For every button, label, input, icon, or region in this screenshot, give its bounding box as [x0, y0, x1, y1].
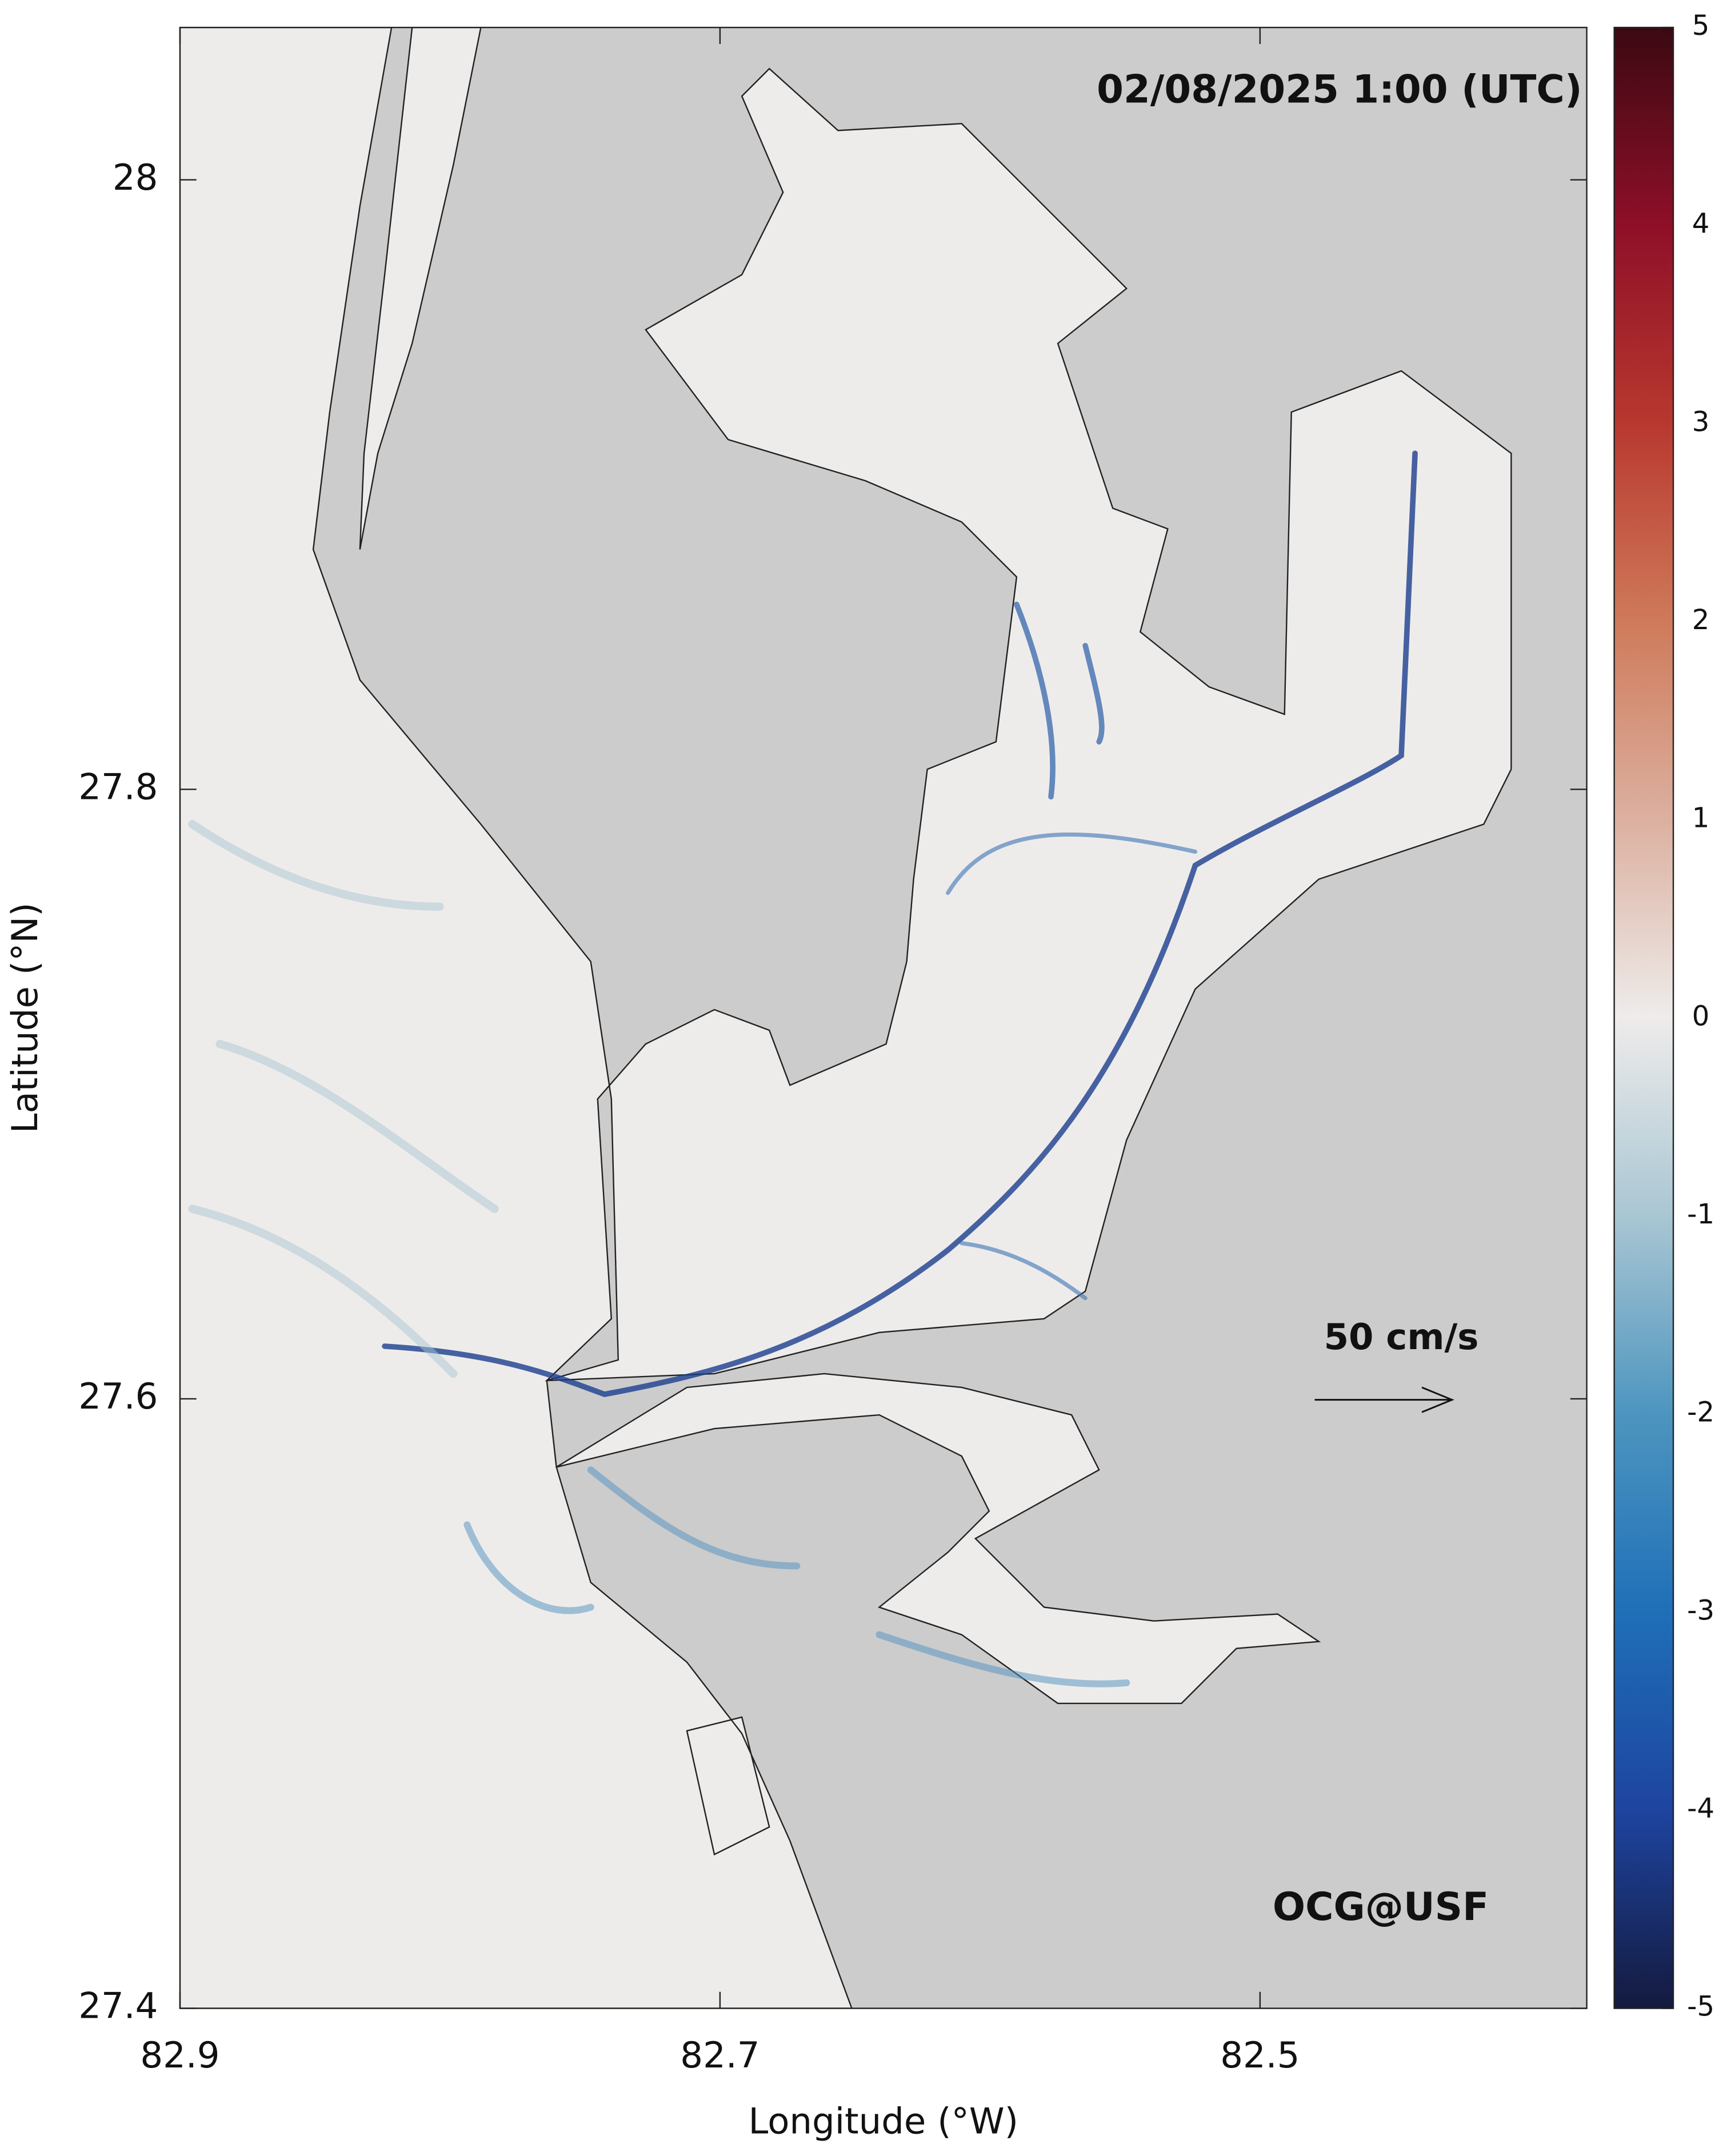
- y-tick-label: 28: [113, 157, 158, 198]
- scale-arrow: [1314, 1386, 1454, 1413]
- scale-arrow-head: [1421, 1386, 1454, 1413]
- ticks: 82.9 82.7 82.5 27.4 27.6 27.8 28 -5 -4 -3 -2 -1 0 1 2 3…: [78, 10, 1714, 2076]
- credit: OCG@USF: [1273, 1885, 1489, 1929]
- scale-label: 50 cm/s: [1324, 1316, 1479, 1358]
- colorbar-tick-label: -2: [1687, 1397, 1714, 1429]
- y-tick-label: 27.4: [78, 1985, 158, 2027]
- colorbar-tick-label: -1: [1687, 1198, 1714, 1230]
- current-streak: [463, 1466, 1130, 1687]
- colorbar-tick-label: -5: [1687, 1991, 1714, 2023]
- colorbar: [1613, 26, 1674, 2009]
- y-axis-label: Latitude (°N): [4, 902, 46, 1133]
- colorbar-tick-label: 3: [1692, 406, 1710, 438]
- water: [179, 27, 1512, 2009]
- colorbar-tick-label: -4: [1687, 1793, 1714, 1825]
- map-area: [179, 27, 1587, 2009]
- y-tick-label: 27.8: [78, 766, 158, 807]
- colorbar-tick-label: 5: [1692, 10, 1710, 42]
- gulf-streak: [188, 820, 499, 1378]
- colorbar-tick-label: 2: [1692, 604, 1710, 636]
- title: 02/08/2025 1:00 (UTC): [1097, 67, 1582, 112]
- x-tick-label: 82.9: [140, 2034, 219, 2076]
- colorbar-tick-label: 1: [1692, 802, 1710, 834]
- channel-streak: [382, 450, 1418, 1397]
- current-streak: [946, 832, 1198, 1301]
- colorbar-tick-label: 0: [1692, 1000, 1710, 1032]
- x-axis-label: Longitude (°W): [748, 2101, 1018, 2142]
- y-tick-label: 27.6: [78, 1375, 158, 1417]
- channel-streak: [1014, 601, 1105, 800]
- current-streaks: [188, 450, 1418, 1687]
- x-tick-label: 82.5: [1220, 2034, 1300, 2076]
- colorbar-tick-label: 4: [1692, 208, 1710, 240]
- colorbar-tick-label: -3: [1687, 1594, 1714, 1626]
- axes-frame: [179, 26, 1588, 2009]
- x-tick-label: 82.7: [680, 2034, 759, 2076]
